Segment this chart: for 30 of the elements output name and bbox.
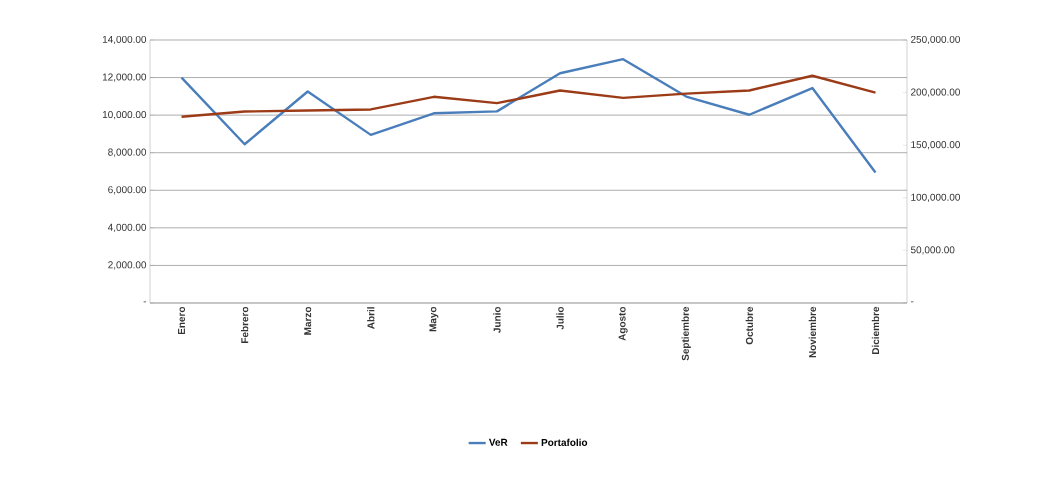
y2-tick-label: 150,000.00 — [911, 141, 960, 150]
legend-label: Portafolio — [541, 438, 588, 446]
x-tick-label: Octubre — [745, 306, 753, 345]
y-tick-label: 14,000.00 — [102, 35, 147, 45]
y2-tick-label: - — [910, 301, 914, 303]
y2-tick-label: 100,000.00 — [911, 193, 960, 202]
y-tick-label: 6,000.00 — [108, 186, 147, 195]
line-series — [180, 74, 877, 118]
y-tick-label: 8,000.00 — [108, 148, 147, 157]
y-tick-label: 10,000.00 — [102, 111, 147, 120]
x-tick-label: Diciembre — [871, 306, 880, 355]
x-tick-label: Julio — [556, 306, 564, 330]
x-tick-label: Agosto — [618, 306, 628, 341]
x-tick-label: Abril — [367, 307, 375, 329]
y-tick-label: 12,000.00 — [102, 73, 147, 82]
x-tick-label: Mayo — [429, 306, 439, 332]
x-tick-label: Marzo — [304, 306, 312, 335]
x-tick-label: Febrero — [240, 306, 249, 343]
x-tick-label: Junio — [493, 306, 501, 333]
y-tick-label: - — [143, 301, 147, 303]
y-tick-label: 4,000.00 — [107, 223, 147, 232]
x-tick-label: Enero — [178, 306, 186, 335]
x-tick-label: Septiembre — [681, 306, 691, 361]
legend-label: VeR — [488, 438, 508, 446]
y2-tick-label: 250,000.00 — [911, 35, 960, 45]
x-tick-label: Noviembre — [808, 306, 817, 358]
y-tick-label: 2,000.00 — [108, 261, 147, 270]
y2-tick-label: 50,000.00 — [910, 246, 955, 255]
line-series — [180, 57, 877, 174]
y2-tick-label: 200,000.00 — [911, 88, 960, 97]
